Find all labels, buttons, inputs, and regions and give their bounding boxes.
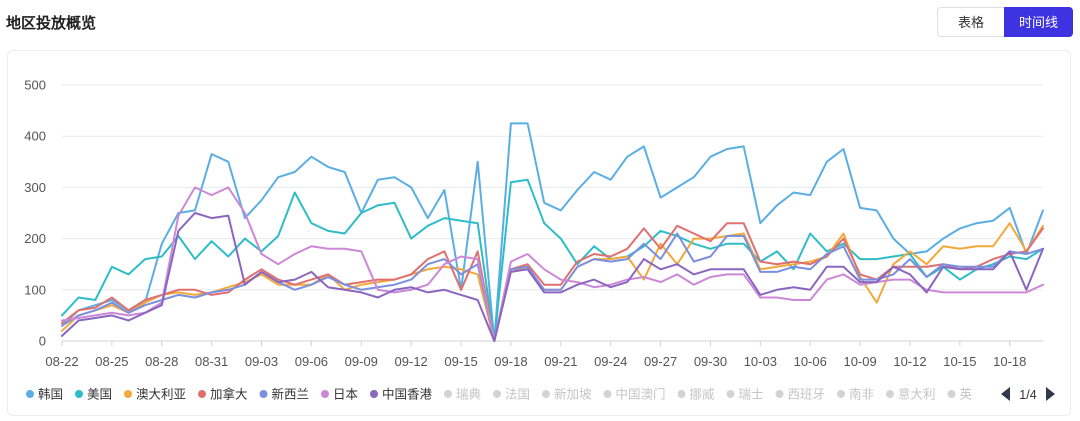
x-tick-label: 10-12 [893,354,926,369]
legend-marker[interactable] [198,390,206,398]
legend-item-inactive[interactable]: 中国澳门 [616,387,666,402]
series-line[interactable] [61,178,1044,342]
y-tick-label: 100 [24,282,46,297]
legend-item[interactable]: 日本 [333,388,359,402]
legend-item[interactable]: 美国 [87,388,112,402]
x-tick-label: 09-24 [594,354,627,369]
legend-item-inactive[interactable]: 瑞士 [739,388,764,402]
legend-marker[interactable] [124,390,132,398]
legend-item-inactive[interactable]: 西班牙 [788,388,826,402]
chart-card [7,50,1071,416]
x-tick-label: 09-18 [494,354,527,369]
x-tick-label: 09-03 [245,354,278,369]
legend-marker[interactable] [26,390,34,398]
legend-prev-icon[interactable] [1001,387,1010,401]
legend-item-inactive[interactable]: 法国 [505,388,530,402]
legend-item-inactive[interactable]: 瑞典 [456,388,481,402]
y-tick-label: 500 [24,78,46,93]
legend-marker-inactive[interactable] [775,390,784,398]
series-line[interactable] [61,212,1044,342]
x-tick-label: 08-22 [45,354,78,369]
x-tick-label: 10-18 [993,354,1026,369]
series-line[interactable] [61,232,1044,342]
legend-marker-inactive[interactable] [886,390,894,398]
legend-page-indicator: 1/4 [1019,388,1036,402]
legend-item-inactive[interactable]: 南非 [849,387,874,402]
x-tick-label: 09-15 [444,354,477,369]
legend-item[interactable]: 中国香港 [382,387,433,402]
legend-marker-inactive[interactable] [837,390,845,398]
series-line[interactable] [61,222,1044,342]
x-tick-label: 10-09 [843,354,876,369]
x-tick-label: 09-06 [295,354,328,369]
legend-next-icon[interactable] [1046,387,1055,401]
legend-item[interactable]: 新西兰 [272,387,310,402]
legend-marker-inactive[interactable] [947,390,956,398]
legend-item[interactable]: 韩国 [38,387,63,402]
page-title: 地区投放概览 [6,15,97,32]
x-tick-label: 09-12 [395,354,428,369]
legend-item-inactive[interactable]: 英 [960,388,973,402]
legend-marker-inactive[interactable] [444,390,452,398]
x-tick-label: 10-03 [744,354,777,369]
legend-marker-inactive[interactable] [726,390,735,398]
legend-marker-inactive[interactable] [542,390,550,398]
y-tick-label: 400 [24,129,46,144]
series-line[interactable] [61,186,1044,342]
legend-item[interactable]: 加拿大 [210,387,248,402]
x-tick-label: 10-06 [794,354,827,369]
header: 地区投放概览 表格 时间线 [0,0,1080,48]
x-tick-label: 09-09 [345,354,378,369]
x-tick-label: 08-25 [95,354,128,369]
x-tick-label: 08-28 [145,354,178,369]
legend-marker[interactable] [370,390,378,398]
pager-backdrop [990,380,1050,408]
legend-item-inactive[interactable]: 新加坡 [554,387,592,402]
legend-marker[interactable] [75,390,83,398]
x-tick-label: 09-27 [644,354,677,369]
legend-item-inactive[interactable]: 挪威 [690,388,716,402]
legend-marker[interactable] [259,390,268,398]
legend-marker-inactive[interactable] [493,390,501,398]
legend-marker-inactive[interactable] [603,390,612,398]
y-tick-label: 200 [24,231,46,246]
legend-item-inactive[interactable]: 意大利 [898,387,936,402]
y-tick-label: 300 [24,180,46,195]
y-tick-label: 0 [39,334,46,349]
legend-marker-inactive[interactable] [677,390,686,398]
x-tick-label: 08-31 [195,354,228,369]
x-tick-label: 09-30 [694,354,727,369]
timeline-view-button[interactable]: 时间线 [1004,7,1073,37]
legend-marker[interactable] [321,390,329,398]
legend-item[interactable]: 澳大利亚 [136,388,186,402]
x-tick-label: 09-21 [544,354,577,369]
series-line[interactable] [61,122,1044,342]
table-view-button[interactable]: 表格 [937,7,1004,37]
x-tick-label: 10-15 [943,354,976,369]
view-toggle: 表格 时间线 [937,7,1073,37]
